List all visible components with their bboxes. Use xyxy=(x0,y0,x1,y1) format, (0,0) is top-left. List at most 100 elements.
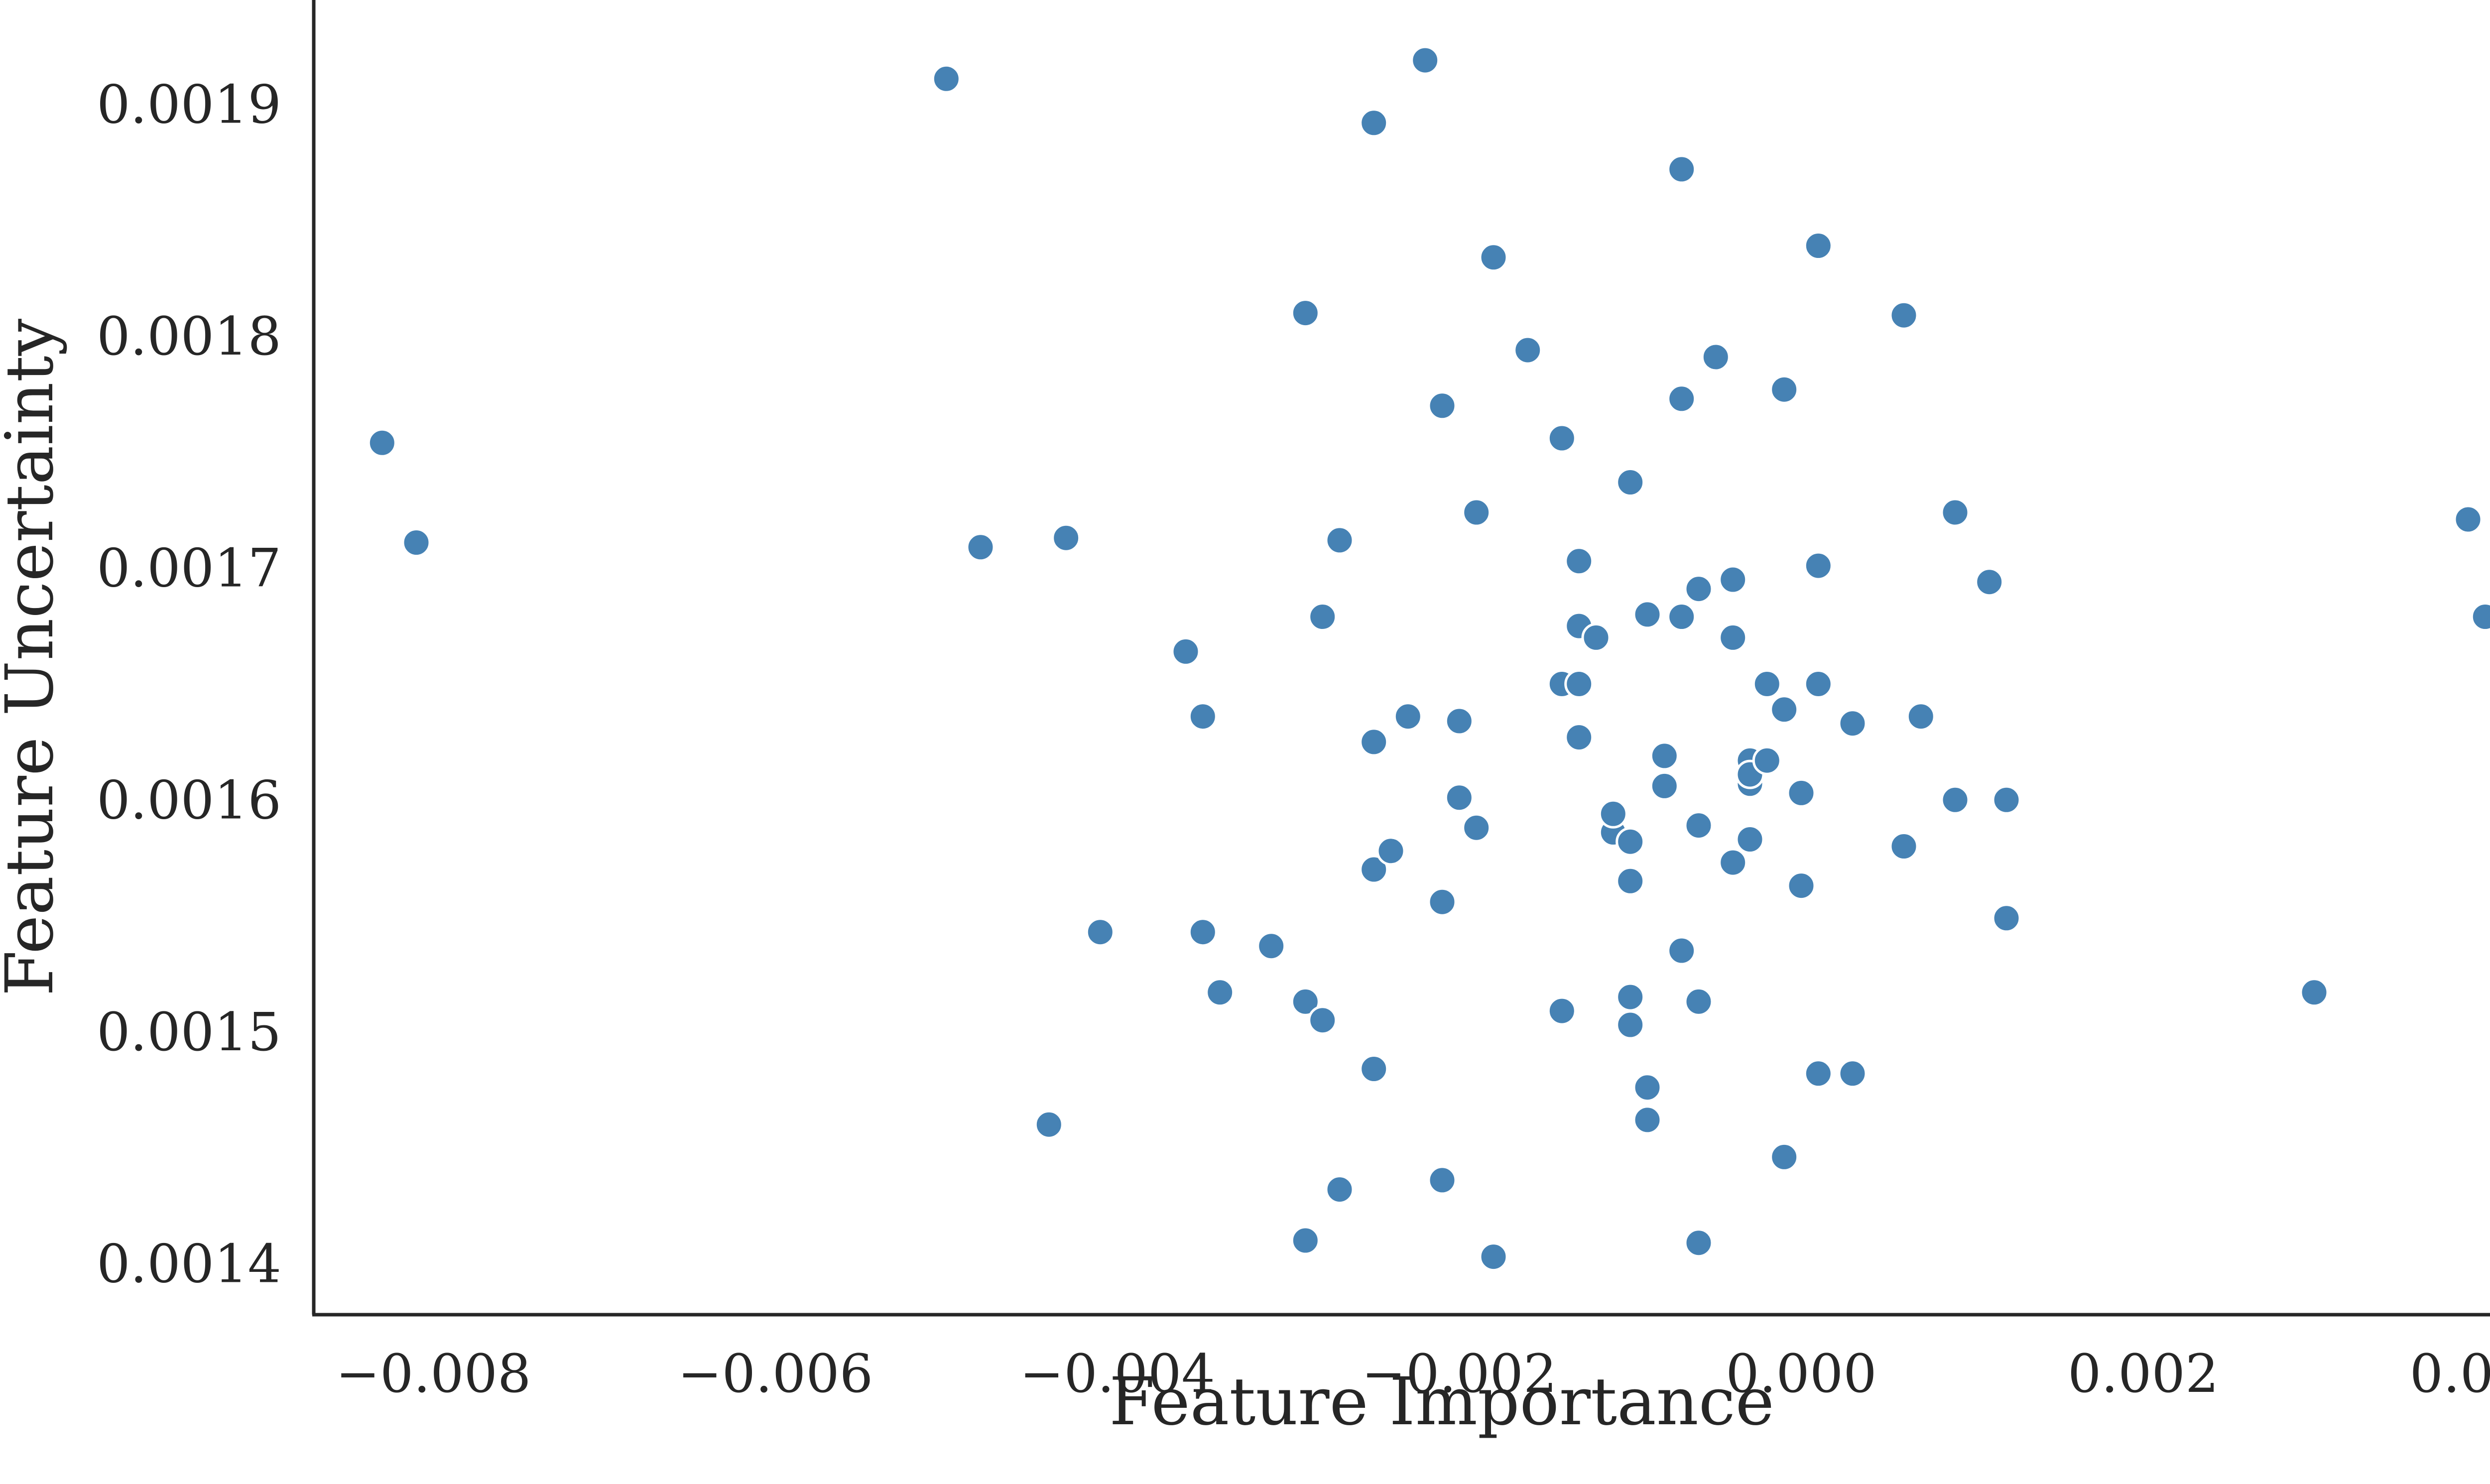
y-axis-label: Feature Uncertainty xyxy=(0,318,68,996)
data-point xyxy=(1427,1165,1457,1195)
data-point xyxy=(1667,384,1697,414)
data-point xyxy=(1684,1228,1714,1258)
data-point xyxy=(1786,871,1816,901)
data-point xyxy=(1632,1073,1662,1103)
data-point xyxy=(1598,799,1628,829)
data-point xyxy=(1616,827,1645,857)
data-point xyxy=(1308,1005,1338,1035)
x-tick-label: −0.004 xyxy=(1020,1343,1215,1404)
data-point xyxy=(1290,987,1320,1016)
data-point xyxy=(1564,669,1594,699)
data-point xyxy=(1616,982,1645,1012)
data-point xyxy=(1838,1059,1868,1089)
data-point xyxy=(1564,546,1594,576)
data-point xyxy=(1308,602,1338,631)
data-point xyxy=(1359,855,1389,884)
data-point xyxy=(2453,504,2483,534)
x-tick-label: −0.002 xyxy=(1362,1343,1557,1404)
data-points xyxy=(367,45,2490,1272)
x-axis-ticks: −0.008 −0.006 −0.004 −0.002 0.000 0.002 0.004 xyxy=(336,1343,2490,1404)
data-point xyxy=(1171,636,1201,666)
data-point xyxy=(1718,565,1748,595)
y-tick-label: 0.0017 xyxy=(97,538,281,599)
data-point xyxy=(1701,342,1731,372)
data-point xyxy=(1290,1226,1320,1255)
data-point xyxy=(1752,745,1782,775)
data-point xyxy=(1718,848,1748,877)
data-point xyxy=(1940,497,1970,527)
data-point xyxy=(2299,978,2329,1007)
data-point xyxy=(1735,825,1765,854)
data-point xyxy=(1256,931,1286,961)
data-point xyxy=(1359,1054,1389,1084)
data-point xyxy=(1769,1142,1799,1172)
x-tick-label: −0.008 xyxy=(336,1343,531,1404)
data-point xyxy=(401,528,431,557)
data-point xyxy=(1975,567,2004,597)
data-point xyxy=(1564,723,1594,752)
data-point xyxy=(1752,669,1782,699)
data-point xyxy=(1803,231,1833,260)
data-point xyxy=(1427,391,1457,421)
data-point xyxy=(1667,936,1697,966)
data-point xyxy=(1769,374,1799,404)
data-point xyxy=(1632,600,1662,629)
data-point xyxy=(1393,702,1423,732)
data-point xyxy=(1616,1010,1645,1040)
data-point xyxy=(1838,709,1868,739)
y-axis-ticks: 0.0014 0.0015 0.0016 0.0017 0.0018 0.0019 xyxy=(97,74,281,1295)
data-point xyxy=(1462,497,1492,527)
data-point xyxy=(1479,243,1508,272)
y-tick-label: 0.0016 xyxy=(97,769,281,831)
data-point xyxy=(367,428,397,458)
data-point xyxy=(1444,783,1474,813)
data-point xyxy=(1616,468,1645,497)
data-point xyxy=(1034,1110,1064,1139)
data-point xyxy=(1188,702,1218,732)
data-point xyxy=(1376,836,1406,866)
data-point xyxy=(1632,1105,1662,1135)
y-tick-label: 0.0018 xyxy=(97,306,281,367)
data-point xyxy=(1940,785,1970,815)
data-point xyxy=(1992,785,2021,815)
data-point xyxy=(1803,551,1833,581)
data-point xyxy=(1325,525,1355,555)
data-point xyxy=(1290,298,1320,328)
data-point xyxy=(966,532,996,562)
data-point xyxy=(1889,832,1919,861)
x-axis-label: Feature Importance xyxy=(1109,1363,1774,1440)
data-point xyxy=(1051,523,1081,553)
data-point xyxy=(1684,987,1714,1016)
data-point xyxy=(1803,669,1833,699)
data-point xyxy=(1649,771,1679,801)
data-point xyxy=(1359,108,1389,138)
data-point xyxy=(1684,574,1714,604)
data-point xyxy=(1684,811,1714,841)
data-point xyxy=(1479,1242,1508,1272)
data-point xyxy=(1188,917,1218,947)
data-point xyxy=(1992,903,2021,933)
data-point xyxy=(931,64,961,94)
data-point xyxy=(1513,335,1543,365)
data-point xyxy=(1205,978,1235,1007)
data-point xyxy=(1325,1175,1355,1205)
data-point xyxy=(1427,887,1457,917)
x-tick-label: −0.006 xyxy=(678,1343,873,1404)
data-point xyxy=(1667,154,1697,184)
y-tick-label: 0.0015 xyxy=(97,1001,281,1063)
data-point xyxy=(1786,778,1816,808)
data-point xyxy=(1359,727,1389,757)
data-point xyxy=(1462,813,1492,843)
data-point xyxy=(2470,602,2490,631)
data-point xyxy=(1649,741,1679,771)
data-point xyxy=(1667,602,1697,631)
x-tick-label: 0.004 xyxy=(2410,1343,2490,1404)
data-point xyxy=(1769,695,1799,725)
data-point xyxy=(1547,996,1577,1026)
data-point xyxy=(1889,300,1919,330)
data-point xyxy=(1581,622,1611,652)
y-tick-label: 0.0019 xyxy=(97,74,281,135)
x-tick-label: 0.000 xyxy=(1726,1343,1876,1404)
data-point xyxy=(1547,423,1577,453)
